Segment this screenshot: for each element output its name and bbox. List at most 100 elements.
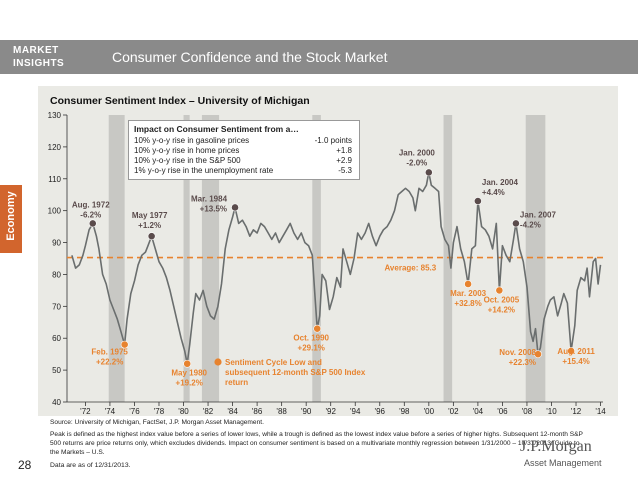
peak-marker — [88, 219, 97, 228]
x-tick-label: '06 — [497, 407, 508, 416]
impact-label: 1% y-o-y rise in the unemployment rate — [134, 166, 274, 175]
peak-marker — [231, 203, 239, 212]
peak-label: -6.2% — [80, 210, 101, 219]
trough-marker — [534, 350, 542, 359]
trough-legend-label: return — [225, 378, 248, 387]
peak-label: Jan. 2000 — [399, 148, 436, 157]
header: MARKET INSIGHTS Consumer Confidence and … — [0, 0, 638, 86]
x-tick-label: '76 — [129, 407, 140, 416]
peak-label: Mar. 1984 — [191, 194, 228, 203]
peak-label: Jan. 2004 — [482, 178, 519, 187]
trough-label: Oct. 1990 — [293, 334, 329, 343]
trough-marker — [464, 280, 472, 288]
trough-marker — [313, 324, 322, 333]
trough-legend-label: subsequent 12-month S&P 500 Index — [225, 368, 366, 377]
x-tick-label: '88 — [276, 407, 287, 416]
x-tick-label: '12 — [571, 407, 582, 416]
trough-label: +32.8% — [454, 299, 481, 308]
x-tick-label: '90 — [301, 407, 312, 416]
y-tick-label: 130 — [48, 111, 62, 120]
peak-label: Jan. 2007 — [520, 210, 557, 219]
trough-label: Oct. 2005 — [484, 295, 520, 304]
x-tick-label: '10 — [546, 407, 557, 416]
impact-row: 10% y-o-y rise in gasoline prices -1.0 p… — [134, 136, 352, 146]
peak-label: +1.2% — [138, 221, 161, 230]
x-tick-label: '72 — [80, 407, 91, 416]
page-title: Consumer Confidence and the Stock Market — [112, 49, 388, 65]
trough-label: Feb. 1975 — [91, 348, 128, 357]
x-tick-label: '82 — [203, 407, 214, 416]
header-bar — [86, 40, 638, 74]
impact-value: -5.3 — [338, 166, 352, 175]
y-tick-label: 40 — [52, 398, 61, 407]
trough-label: +29.1% — [298, 344, 325, 353]
x-tick-label: '80 — [178, 407, 189, 416]
impact-table-title: Impact on Consumer Sentiment from a… — [134, 124, 299, 134]
trough-marker — [120, 340, 129, 349]
recession-band — [312, 115, 321, 402]
recession-band — [443, 115, 453, 402]
trough-legend-marker — [214, 358, 222, 366]
data-date-note: Data are as of 12/31/2013. — [50, 462, 131, 469]
trough-label: May 1980 — [171, 369, 207, 378]
impact-value: +1.8 — [336, 146, 352, 155]
x-tick-label: '04 — [473, 407, 484, 416]
trough-marker — [495, 286, 504, 295]
impact-value: -1.0 points — [314, 136, 352, 145]
peak-marker — [473, 197, 482, 205]
x-tick-label: '00 — [424, 407, 435, 416]
x-tick-label: '74 — [105, 407, 116, 416]
footnotes: Source: University of Michigan, FactSet,… — [50, 418, 590, 457]
peak-label: May 1977 — [132, 211, 168, 220]
sentiment-line — [71, 171, 602, 365]
peak-label: Aug. 1972 — [72, 200, 110, 209]
x-tick-label: '86 — [252, 407, 263, 416]
y-tick-label: 120 — [48, 143, 62, 152]
impact-row: 10% y-o-y rise in the S&P 500 +2.9 — [134, 156, 352, 166]
trough-label: Mar. 2003 — [450, 289, 487, 298]
x-tick-label: '14 — [595, 407, 606, 416]
chart-title: Consumer Sentiment Index – University of… — [50, 95, 310, 107]
impact-label: 10% y-o-y rise in gasoline prices — [134, 136, 250, 145]
impact-row: 1% y-o-y rise in the unemployment rate -… — [134, 166, 352, 176]
peak-label: -2.0% — [406, 158, 427, 167]
x-tick-label: '94 — [350, 407, 361, 416]
market-insights-logo: MARKET INSIGHTS — [0, 40, 86, 74]
x-tick-label: '92 — [325, 407, 336, 416]
peak-label: +13.5% — [200, 204, 227, 213]
average-label: Average: 85.3 — [384, 264, 436, 273]
peak-label: +4.4% — [482, 188, 505, 197]
logo-line2: INSIGHTS — [13, 58, 65, 69]
peak-label: -4.2% — [520, 220, 541, 229]
trough-marker — [567, 347, 576, 355]
page-number: 28 — [18, 458, 32, 472]
brand-sub: Asset Management — [524, 458, 602, 468]
x-tick-label: '02 — [448, 407, 459, 416]
y-tick-label: 90 — [52, 239, 61, 248]
section-tab: Economy — [0, 185, 22, 253]
impact-row: 10% y-o-y rise in home prices +1.8 — [134, 146, 352, 156]
trough-label: +22.3% — [509, 358, 536, 367]
y-tick-label: 110 — [48, 175, 61, 184]
x-tick-label: '08 — [522, 407, 533, 416]
y-tick-label: 100 — [48, 207, 62, 216]
peak-marker — [424, 168, 433, 177]
trough-marker — [183, 359, 192, 368]
y-tick-label: 60 — [52, 334, 61, 343]
x-tick-label: '78 — [154, 407, 165, 416]
impact-table: Impact on Consumer Sentiment from a… 10%… — [128, 120, 360, 180]
peak-marker — [512, 219, 520, 228]
x-tick-label: '98 — [399, 407, 410, 416]
trough-label: Aug. 2011 — [557, 347, 595, 356]
impact-label: 10% y-o-y rise in home prices — [134, 146, 240, 155]
trough-label: Nov. 2008 — [499, 348, 536, 357]
y-tick-label: 70 — [52, 302, 61, 311]
trough-label: +15.4% — [562, 357, 589, 366]
x-tick-label: '96 — [375, 407, 386, 416]
peak-marker — [147, 232, 156, 241]
recession-band — [201, 115, 220, 402]
impact-label: 10% y-o-y rise in the S&P 500 — [134, 156, 241, 165]
trough-label: +22.2% — [96, 358, 123, 367]
y-tick-label: 80 — [52, 270, 61, 279]
